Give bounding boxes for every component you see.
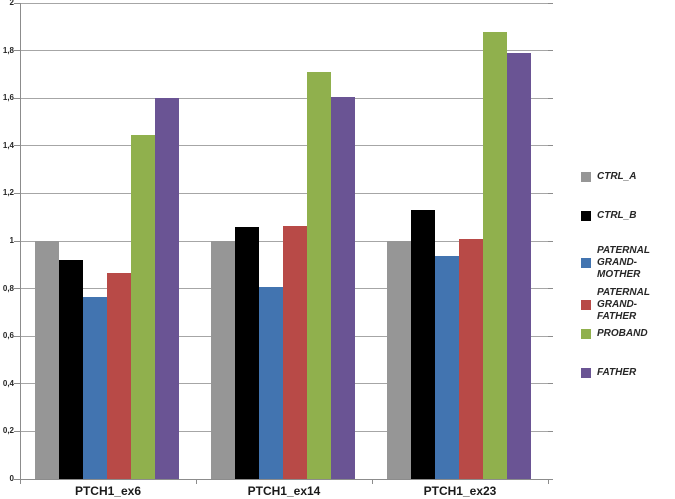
bar-father-ptch1_ex6: [155, 98, 179, 479]
bar-proband-ptch1_ex14: [307, 72, 331, 479]
y-axis-tick-right: [548, 145, 553, 147]
legend-item: PATERNAL GRAND-FATHER: [581, 287, 675, 323]
legend-color-swatch-ctrl-a: [581, 172, 591, 182]
y-axis-tick-label: 1,2: [2, 188, 14, 198]
x-axis-boundary-tick: [20, 479, 21, 484]
bar-paternal-grand-mother-ptch1_ex6: [83, 296, 107, 479]
y-axis-tick-right: [548, 335, 553, 337]
bar-ctrl-a-ptch1_ex14: [211, 241, 235, 479]
y-axis-tick-label: 2: [9, 0, 14, 7]
bar-proband-ptch1_ex6: [131, 135, 155, 479]
bar-ctrl-b-ptch1_ex6: [59, 260, 83, 479]
x-axis-category-label: PTCH1_ex6: [74, 484, 142, 498]
y-axis-tick-right: [548, 288, 553, 290]
legend-item: PATERNAL GRAND-MOTHER: [581, 245, 675, 281]
legend-item: CTRL_B: [581, 210, 675, 222]
plot-area: [20, 2, 548, 479]
y-axis-tick-label: 0: [9, 474, 14, 483]
gridline: [20, 97, 548, 99]
bar-paternal-grand-father-ptch1_ex14: [283, 225, 307, 479]
x-axis-boundary-tick: [372, 479, 373, 484]
bar-proband-ptch1_ex23: [483, 31, 507, 479]
bar-father-ptch1_ex23: [507, 52, 531, 479]
y-axis-tick-right: [548, 240, 553, 242]
legend-label: PATERNAL GRAND-MOTHER: [597, 245, 650, 280]
x-axis-boundary-tick: [196, 479, 197, 484]
y-axis-tick: [14, 2, 20, 4]
bar-paternal-grand-father-ptch1_ex6: [107, 273, 131, 479]
legend-label: PROBAND: [597, 328, 648, 339]
legend-label: FATHER: [597, 367, 637, 378]
legend-color-swatch-father: [581, 368, 591, 378]
legend-label: CTRL_A: [597, 171, 637, 182]
legend-color-swatch-proband: [581, 329, 591, 339]
bar-father-ptch1_ex14: [331, 97, 355, 479]
y-axis-tick: [14, 192, 20, 194]
y-axis-tick: [14, 97, 20, 99]
bar-paternal-grand-mother-ptch1_ex14: [259, 287, 283, 479]
y-axis-tick-right: [548, 430, 553, 432]
gridline: [20, 145, 548, 147]
legend-color-swatch-paternal-grand-mother: [581, 258, 591, 268]
gridline: [20, 50, 548, 52]
y-axis-tick-label: 1,6: [2, 93, 14, 103]
legend-color-swatch-paternal-grand-father: [581, 300, 591, 310]
legend-label: PATERNAL GRAND-FATHER: [597, 287, 650, 322]
x-axis-category-label: PTCH1_ex14: [247, 484, 321, 498]
y-axis-tick-right: [548, 383, 553, 385]
y-axis-tick-label: 1,4: [2, 140, 14, 150]
y-axis-tick-right: [548, 478, 553, 480]
bar-paternal-grand-mother-ptch1_ex23: [435, 256, 459, 479]
y-axis-tick-label: 0,2: [2, 426, 14, 436]
y-axis-tick-label: 0,4: [2, 378, 14, 388]
legend-item: FATHER: [581, 367, 675, 379]
y-axis-tick: [14, 383, 20, 385]
y-axis-tick-label: 1,8: [2, 45, 14, 55]
y-axis-tick-label: 0,6: [2, 331, 14, 341]
y-axis-tick: [14, 145, 20, 147]
y-axis-tick-right: [548, 97, 553, 99]
gridline: [20, 192, 548, 194]
y-axis-tick-right: [548, 2, 553, 4]
gridline: [20, 2, 548, 4]
y-axis-tick: [14, 240, 20, 242]
bar-ctrl-a-ptch1_ex23: [387, 241, 411, 479]
x-axis-line: [20, 479, 552, 480]
x-axis-boundary-tick: [548, 479, 549, 484]
legend-item: PROBAND: [581, 328, 675, 340]
legend-item: CTRL_A: [581, 171, 675, 183]
y-axis-tick-label: 1: [9, 236, 14, 245]
y-axis-tick: [14, 335, 20, 337]
y-axis-tick: [14, 478, 20, 480]
y-axis-tick-right: [548, 50, 553, 52]
bar-ctrl-a-ptch1_ex6: [35, 241, 59, 479]
legend-label: CTRL_B: [597, 210, 637, 221]
y-axis-tick-label: 0,8: [2, 283, 14, 293]
x-axis-category-label: PTCH1_ex23: [423, 484, 497, 498]
legend-color-swatch-ctrl-b: [581, 211, 591, 221]
y-axis-tick: [14, 430, 20, 432]
y-axis-tick-right: [548, 192, 553, 194]
y-axis-line: [20, 3, 21, 480]
y-axis-tick: [14, 50, 20, 52]
bar-paternal-grand-father-ptch1_ex23: [459, 238, 483, 479]
bar-ctrl-b-ptch1_ex14: [235, 226, 259, 479]
bar-ctrl-b-ptch1_ex23: [411, 210, 435, 479]
y-axis-tick: [14, 288, 20, 290]
